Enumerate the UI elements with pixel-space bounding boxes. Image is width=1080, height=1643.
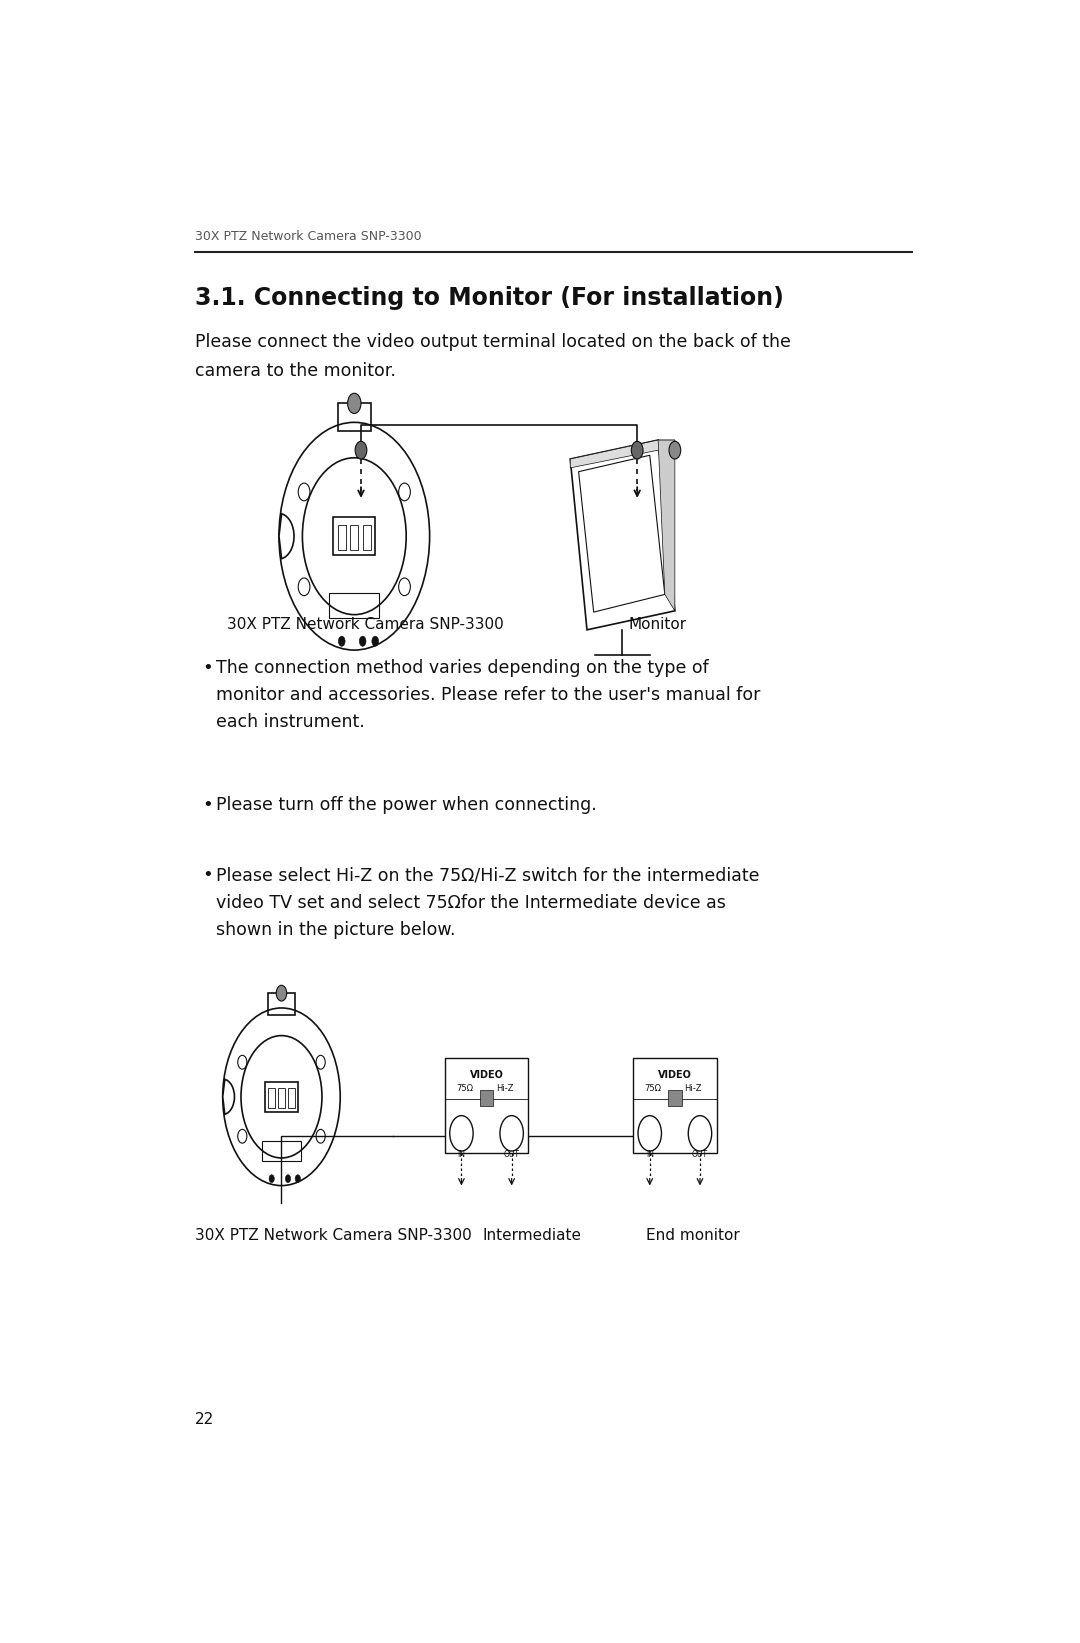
Text: IN: IN <box>646 1150 653 1160</box>
Bar <box>269 992 295 1015</box>
Bar <box>350 524 359 550</box>
Bar <box>279 1088 285 1107</box>
Text: The connection method varies depending on the type of
monitor and accessories. P: The connection method varies depending o… <box>216 659 760 731</box>
Text: End monitor: End monitor <box>646 1229 740 1244</box>
Text: VIDEO: VIDEO <box>470 1070 503 1079</box>
Circle shape <box>669 442 680 458</box>
Bar <box>669 1091 681 1106</box>
Bar <box>338 404 372 430</box>
Text: VIDEO: VIDEO <box>658 1070 692 1079</box>
Bar <box>288 1088 295 1107</box>
Bar <box>633 1058 717 1153</box>
Text: OUT: OUT <box>692 1150 708 1160</box>
Bar <box>266 1083 298 1112</box>
Bar <box>261 1142 301 1162</box>
Text: Hi-Z: Hi-Z <box>685 1084 702 1093</box>
Circle shape <box>360 636 366 646</box>
Circle shape <box>285 1175 291 1183</box>
Text: OUT: OUT <box>503 1150 519 1160</box>
Text: 22: 22 <box>195 1411 215 1426</box>
Bar <box>363 524 372 550</box>
Text: •: • <box>202 866 213 884</box>
Bar <box>338 524 346 550</box>
Circle shape <box>632 442 643 458</box>
Text: IN: IN <box>458 1150 465 1160</box>
Text: Monitor: Monitor <box>629 618 687 633</box>
Text: 75Ω: 75Ω <box>456 1084 473 1093</box>
Text: Please select Hi-Z on the 75Ω/Hi-Z switch for the intermediate
video TV set and : Please select Hi-Z on the 75Ω/Hi-Z switc… <box>216 866 759 938</box>
Bar <box>269 1088 275 1107</box>
Circle shape <box>372 636 379 646</box>
Polygon shape <box>570 440 675 468</box>
Circle shape <box>269 1175 274 1183</box>
Circle shape <box>295 1175 300 1183</box>
Text: 3.1. Connecting to Monitor (For installation): 3.1. Connecting to Monitor (For installa… <box>195 286 784 311</box>
Circle shape <box>348 393 361 414</box>
Circle shape <box>355 442 367 458</box>
Bar <box>334 518 375 555</box>
Text: Please connect the video output terminal located on the back of the
camera to th: Please connect the video output terminal… <box>195 332 792 380</box>
Text: Intermediate: Intermediate <box>483 1229 581 1244</box>
Polygon shape <box>658 440 675 611</box>
Bar <box>480 1091 494 1106</box>
Text: •: • <box>202 795 213 813</box>
Circle shape <box>338 636 346 646</box>
Bar <box>445 1058 528 1153</box>
Text: Please turn off the power when connecting.: Please turn off the power when connectin… <box>216 795 597 813</box>
Text: 30X PTZ Network Camera SNP-3300: 30X PTZ Network Camera SNP-3300 <box>195 1229 472 1244</box>
Wedge shape <box>279 514 294 559</box>
Text: 75Ω: 75Ω <box>645 1084 662 1093</box>
Wedge shape <box>222 1079 234 1114</box>
Text: •: • <box>202 659 213 677</box>
Bar <box>329 593 379 618</box>
Circle shape <box>276 986 286 1001</box>
Text: Hi-Z: Hi-Z <box>496 1084 514 1093</box>
Text: 30X PTZ Network Camera SNP-3300: 30X PTZ Network Camera SNP-3300 <box>227 618 503 633</box>
Text: 30X PTZ Network Camera SNP-3300: 30X PTZ Network Camera SNP-3300 <box>195 230 422 243</box>
